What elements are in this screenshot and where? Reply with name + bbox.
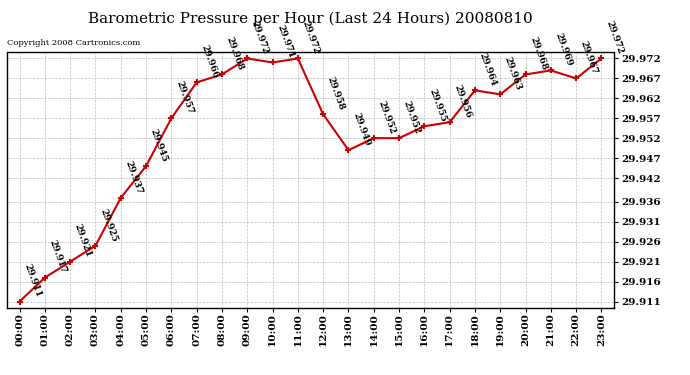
Text: 29.972: 29.972 (250, 20, 270, 56)
Text: 29.968: 29.968 (225, 36, 245, 72)
Text: 29.964: 29.964 (477, 52, 498, 88)
Text: 29.972: 29.972 (301, 20, 321, 56)
Text: 29.967: 29.967 (579, 40, 600, 76)
Text: 29.952: 29.952 (377, 100, 397, 135)
Text: 29.955: 29.955 (427, 88, 448, 123)
Text: Copyright 2008 Cartronics.com: Copyright 2008 Cartronics.com (7, 39, 140, 47)
Text: 29.949: 29.949 (351, 111, 372, 147)
Text: 29.958: 29.958 (326, 76, 346, 111)
Text: Barometric Pressure per Hour (Last 24 Hours) 20080810: Barometric Pressure per Hour (Last 24 Ho… (88, 11, 533, 26)
Text: 29.925: 29.925 (98, 207, 119, 243)
Text: 29.971: 29.971 (275, 24, 296, 60)
Text: 29.945: 29.945 (149, 128, 169, 163)
Text: 29.917: 29.917 (48, 239, 68, 275)
Text: 29.911: 29.911 (22, 263, 43, 299)
Text: 29.957: 29.957 (174, 80, 195, 116)
Text: 29.937: 29.937 (124, 159, 144, 195)
Text: 29.963: 29.963 (503, 56, 524, 92)
Text: 29.952: 29.952 (402, 100, 422, 135)
Text: 29.968: 29.968 (529, 36, 549, 72)
Text: 29.969: 29.969 (553, 32, 574, 68)
Text: 29.921: 29.921 (73, 223, 93, 259)
Text: 29.956: 29.956 (453, 84, 473, 120)
Text: 29.972: 29.972 (604, 20, 624, 56)
Text: 29.966: 29.966 (199, 44, 220, 80)
